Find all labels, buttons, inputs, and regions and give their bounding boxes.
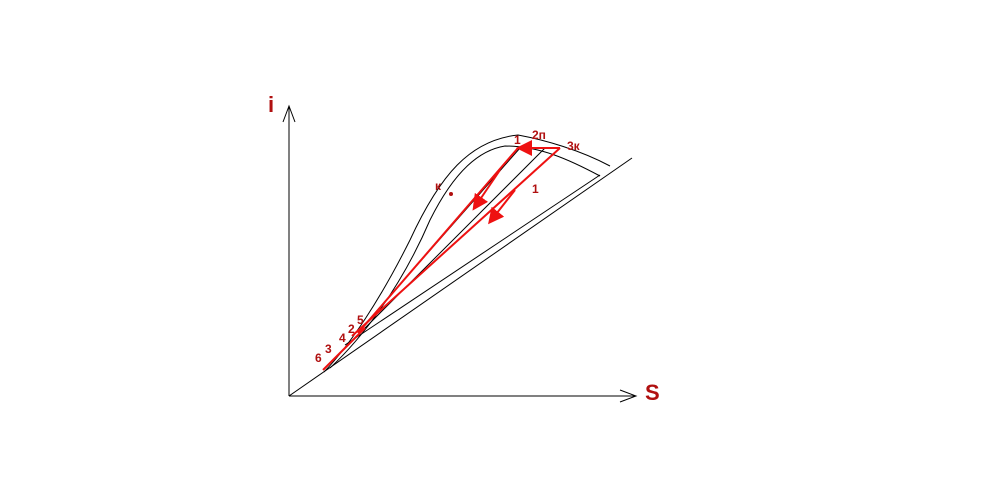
- y-axis-arrow: [282, 104, 296, 123]
- point-k-marker: [449, 192, 453, 196]
- cycle-arrow-right: [488, 189, 516, 225]
- label-point-3k: 3к: [567, 139, 581, 153]
- cycle-line-right: [351, 147, 561, 337]
- label-point-3: 3: [325, 342, 332, 356]
- reference-line-2: [344, 174, 601, 346]
- cycle-line-left: [357, 147, 519, 334]
- x-axis-label: S: [645, 380, 660, 405]
- label-line-1: 1: [532, 182, 539, 196]
- saturation-curve-outer: [323, 134, 611, 373]
- label-point-2p: 2п: [532, 128, 546, 142]
- label-point-1: 1: [514, 133, 521, 147]
- y-axis-label: i: [268, 92, 274, 117]
- label-point-6: 6: [315, 351, 322, 365]
- cycle-line-bottom: [322, 327, 366, 371]
- saturation-curve-inner: [329, 145, 601, 369]
- label-point-5: 5: [357, 313, 364, 327]
- label-point-2: 2: [348, 322, 355, 336]
- cycle-arrow-left: [472, 169, 501, 211]
- label-point-4: 4: [339, 331, 346, 345]
- label-point-k: к: [435, 179, 442, 193]
- reference-line-3: [354, 147, 546, 339]
- reference-line-1: [288, 157, 633, 397]
- x-axis-arrow: [619, 389, 638, 403]
